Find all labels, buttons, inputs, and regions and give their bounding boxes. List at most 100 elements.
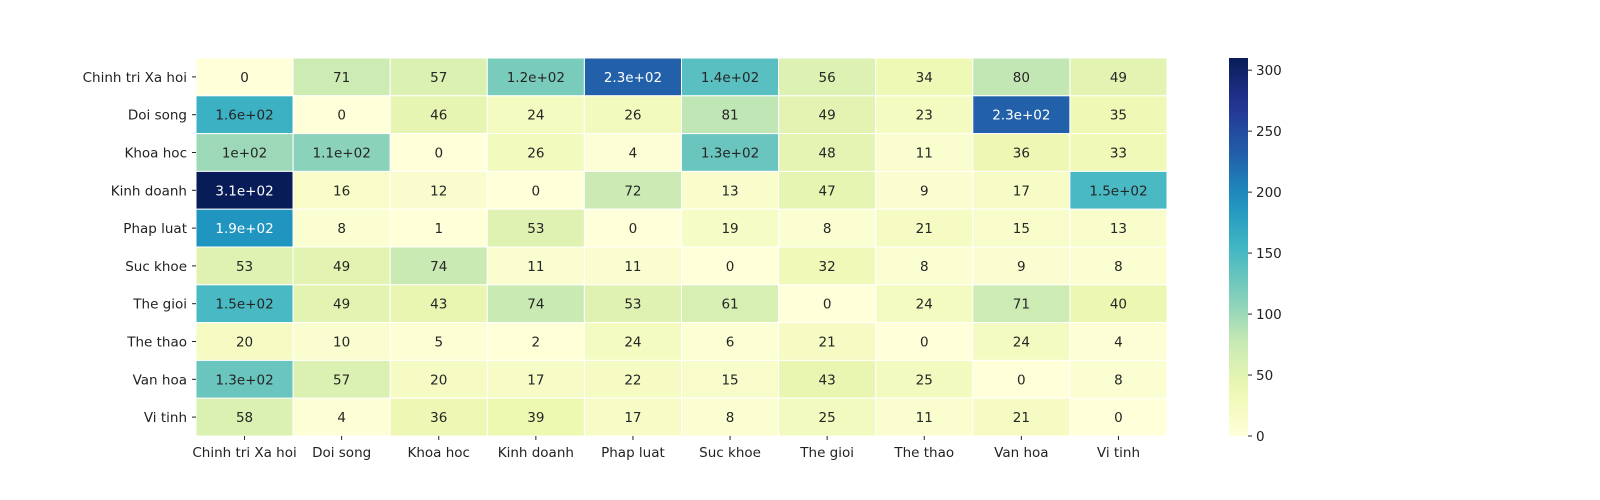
heatmap-cell-label: 21 bbox=[819, 335, 836, 351]
colorbar-tick-label: 150 bbox=[1256, 246, 1282, 262]
y-axis-tick-label: Suc khoe bbox=[125, 259, 187, 275]
heatmap-cell-label: 1.5e+02 bbox=[1089, 183, 1147, 199]
heatmap-cell-label: 48 bbox=[819, 146, 836, 162]
heatmap-cell bbox=[778, 208, 877, 248]
heatmap-cell bbox=[1069, 57, 1168, 97]
heatmap-cell bbox=[389, 57, 488, 97]
x-axis-tick-label: The thao bbox=[893, 445, 954, 461]
heatmap-cell-label: 4 bbox=[1114, 335, 1123, 351]
y-axis-tick-label: The thao bbox=[126, 335, 187, 351]
heatmap-cell-label: 5 bbox=[434, 335, 443, 351]
heatmap-cell bbox=[778, 397, 877, 437]
heatmap-cell-label: 2 bbox=[532, 335, 541, 351]
x-axis-tick-label: Phap luat bbox=[601, 445, 665, 461]
x-axis-tick-label: Chinh tri Xa hoi bbox=[192, 445, 296, 461]
heatmap-cell bbox=[972, 284, 1071, 324]
heatmap-cell bbox=[972, 95, 1071, 135]
heatmap-cell bbox=[681, 170, 780, 210]
heatmap-cell bbox=[681, 208, 780, 248]
heatmap-cell-label: 21 bbox=[1013, 410, 1030, 426]
heatmap-cell-label: 49 bbox=[819, 108, 836, 124]
heatmap-cell-label: 10 bbox=[333, 335, 350, 351]
heatmap-cell bbox=[292, 95, 391, 135]
heatmap-cell bbox=[1069, 322, 1168, 361]
heatmap-cell bbox=[486, 397, 585, 437]
heatmap-cell-label: 9 bbox=[920, 183, 929, 199]
heatmap-cell-label: 1.6e+02 bbox=[215, 108, 273, 124]
heatmap-cell-label: 1.9e+02 bbox=[215, 221, 273, 237]
heatmap-cell-label: 2.3e+02 bbox=[992, 108, 1050, 124]
heatmap-cell bbox=[778, 359, 877, 399]
heatmap-cell-label: 40 bbox=[1110, 297, 1127, 313]
heatmap-cell bbox=[583, 322, 683, 361]
heatmap-cell-label: 9 bbox=[1017, 259, 1026, 275]
heatmap-cell bbox=[292, 133, 391, 172]
heatmap-cell-label: 16 bbox=[333, 183, 350, 199]
heatmap-cell-label: 49 bbox=[333, 297, 350, 313]
heatmap-cell bbox=[875, 208, 974, 248]
y-axis-tick-label: Vi tinh bbox=[144, 410, 187, 426]
heatmap-cell bbox=[1069, 95, 1168, 135]
heatmap-cell-label: 11 bbox=[916, 146, 933, 162]
heatmap-cell bbox=[778, 322, 877, 361]
heatmap-cell bbox=[1069, 397, 1168, 437]
heatmap-cell-label: 39 bbox=[527, 410, 544, 426]
heatmap-cell bbox=[972, 170, 1071, 210]
heatmap-cell-label: 74 bbox=[527, 297, 544, 313]
heatmap-cell bbox=[681, 95, 780, 135]
heatmap-cell-label: 57 bbox=[333, 372, 350, 388]
heatmap-cell-label: 1.4e+02 bbox=[701, 70, 759, 86]
colorbar-tick-label: 0 bbox=[1256, 429, 1265, 445]
heatmap-cell bbox=[778, 170, 877, 210]
heatmap-cell-label: 53 bbox=[624, 297, 641, 313]
heatmap-cell-label: 22 bbox=[624, 372, 641, 388]
heatmap-cell-label: 2.3e+02 bbox=[604, 70, 662, 86]
y-axis-tick-labels: Chinh tri Xa hoi Doi song Khoa hoc Kinh doa… bbox=[83, 70, 196, 426]
heatmap-cell-label: 26 bbox=[527, 146, 544, 162]
heatmap-cell-label: 8 bbox=[337, 221, 346, 237]
x-axis-tick-label: The gioi bbox=[799, 445, 854, 461]
heatmap-cell-label: 4 bbox=[337, 410, 346, 426]
heatmap-cell-label: 34 bbox=[916, 70, 933, 86]
heatmap-cell-label: 1 bbox=[434, 221, 443, 237]
heatmap-cell-label: 4 bbox=[629, 146, 638, 162]
heatmap-cell-label: 8 bbox=[1114, 372, 1123, 388]
heatmap-cell bbox=[875, 284, 974, 324]
heatmap-cell-label: 24 bbox=[527, 108, 544, 124]
heatmap-cell bbox=[389, 133, 488, 172]
heatmap-cell-label: 71 bbox=[1013, 297, 1030, 313]
heatmap-cell bbox=[389, 322, 488, 361]
heatmap-cell bbox=[1069, 208, 1168, 248]
heatmap-cell-label: 53 bbox=[527, 221, 544, 237]
heatmap-cell bbox=[681, 246, 780, 286]
heatmap-cell-label: 36 bbox=[430, 410, 447, 426]
heatmap-cell-label: 17 bbox=[527, 372, 544, 388]
heatmap-cell-label: 24 bbox=[916, 297, 933, 313]
heatmap-cell bbox=[292, 322, 391, 361]
heatmap-cell-label: 72 bbox=[624, 183, 641, 199]
heatmap-cell-label: 56 bbox=[819, 70, 836, 86]
heatmap-cell-label: 81 bbox=[721, 108, 738, 124]
heatmap-cell bbox=[583, 133, 683, 172]
heatmap-cell-label: 13 bbox=[1110, 221, 1127, 237]
heatmap-cell-label: 0 bbox=[823, 297, 832, 313]
heatmap-cell bbox=[292, 57, 391, 97]
heatmap-cell-label: 11 bbox=[527, 259, 544, 275]
heatmap-cell bbox=[972, 133, 1071, 172]
heatmap-cell-label: 53 bbox=[236, 259, 253, 275]
heatmap-cell bbox=[875, 57, 974, 97]
x-axis-tick-label: Van hoa bbox=[994, 445, 1048, 461]
colorbar: 0 50 100 150 200 250 300 bbox=[1229, 58, 1282, 445]
heatmap-cell-label: 0 bbox=[337, 108, 346, 124]
heatmap-cell-label: 47 bbox=[819, 183, 836, 199]
heatmap-cell bbox=[972, 208, 1071, 248]
x-axis-tick-label: Khoa hoc bbox=[408, 445, 470, 461]
heatmap-cell-label: 6 bbox=[726, 335, 735, 351]
y-axis-tick-label: Khoa hoc bbox=[125, 146, 187, 162]
x-axis-tick-label: Kinh doanh bbox=[498, 445, 574, 461]
heatmap-cell bbox=[681, 57, 780, 97]
heatmap-cell-labels: 0 71 57 1.2e+02 2.3e+02 1.4e+02 56 34 80 491.6e+0… bbox=[215, 70, 1147, 426]
heatmap-cell bbox=[195, 284, 294, 324]
heatmap-cell bbox=[875, 397, 974, 437]
